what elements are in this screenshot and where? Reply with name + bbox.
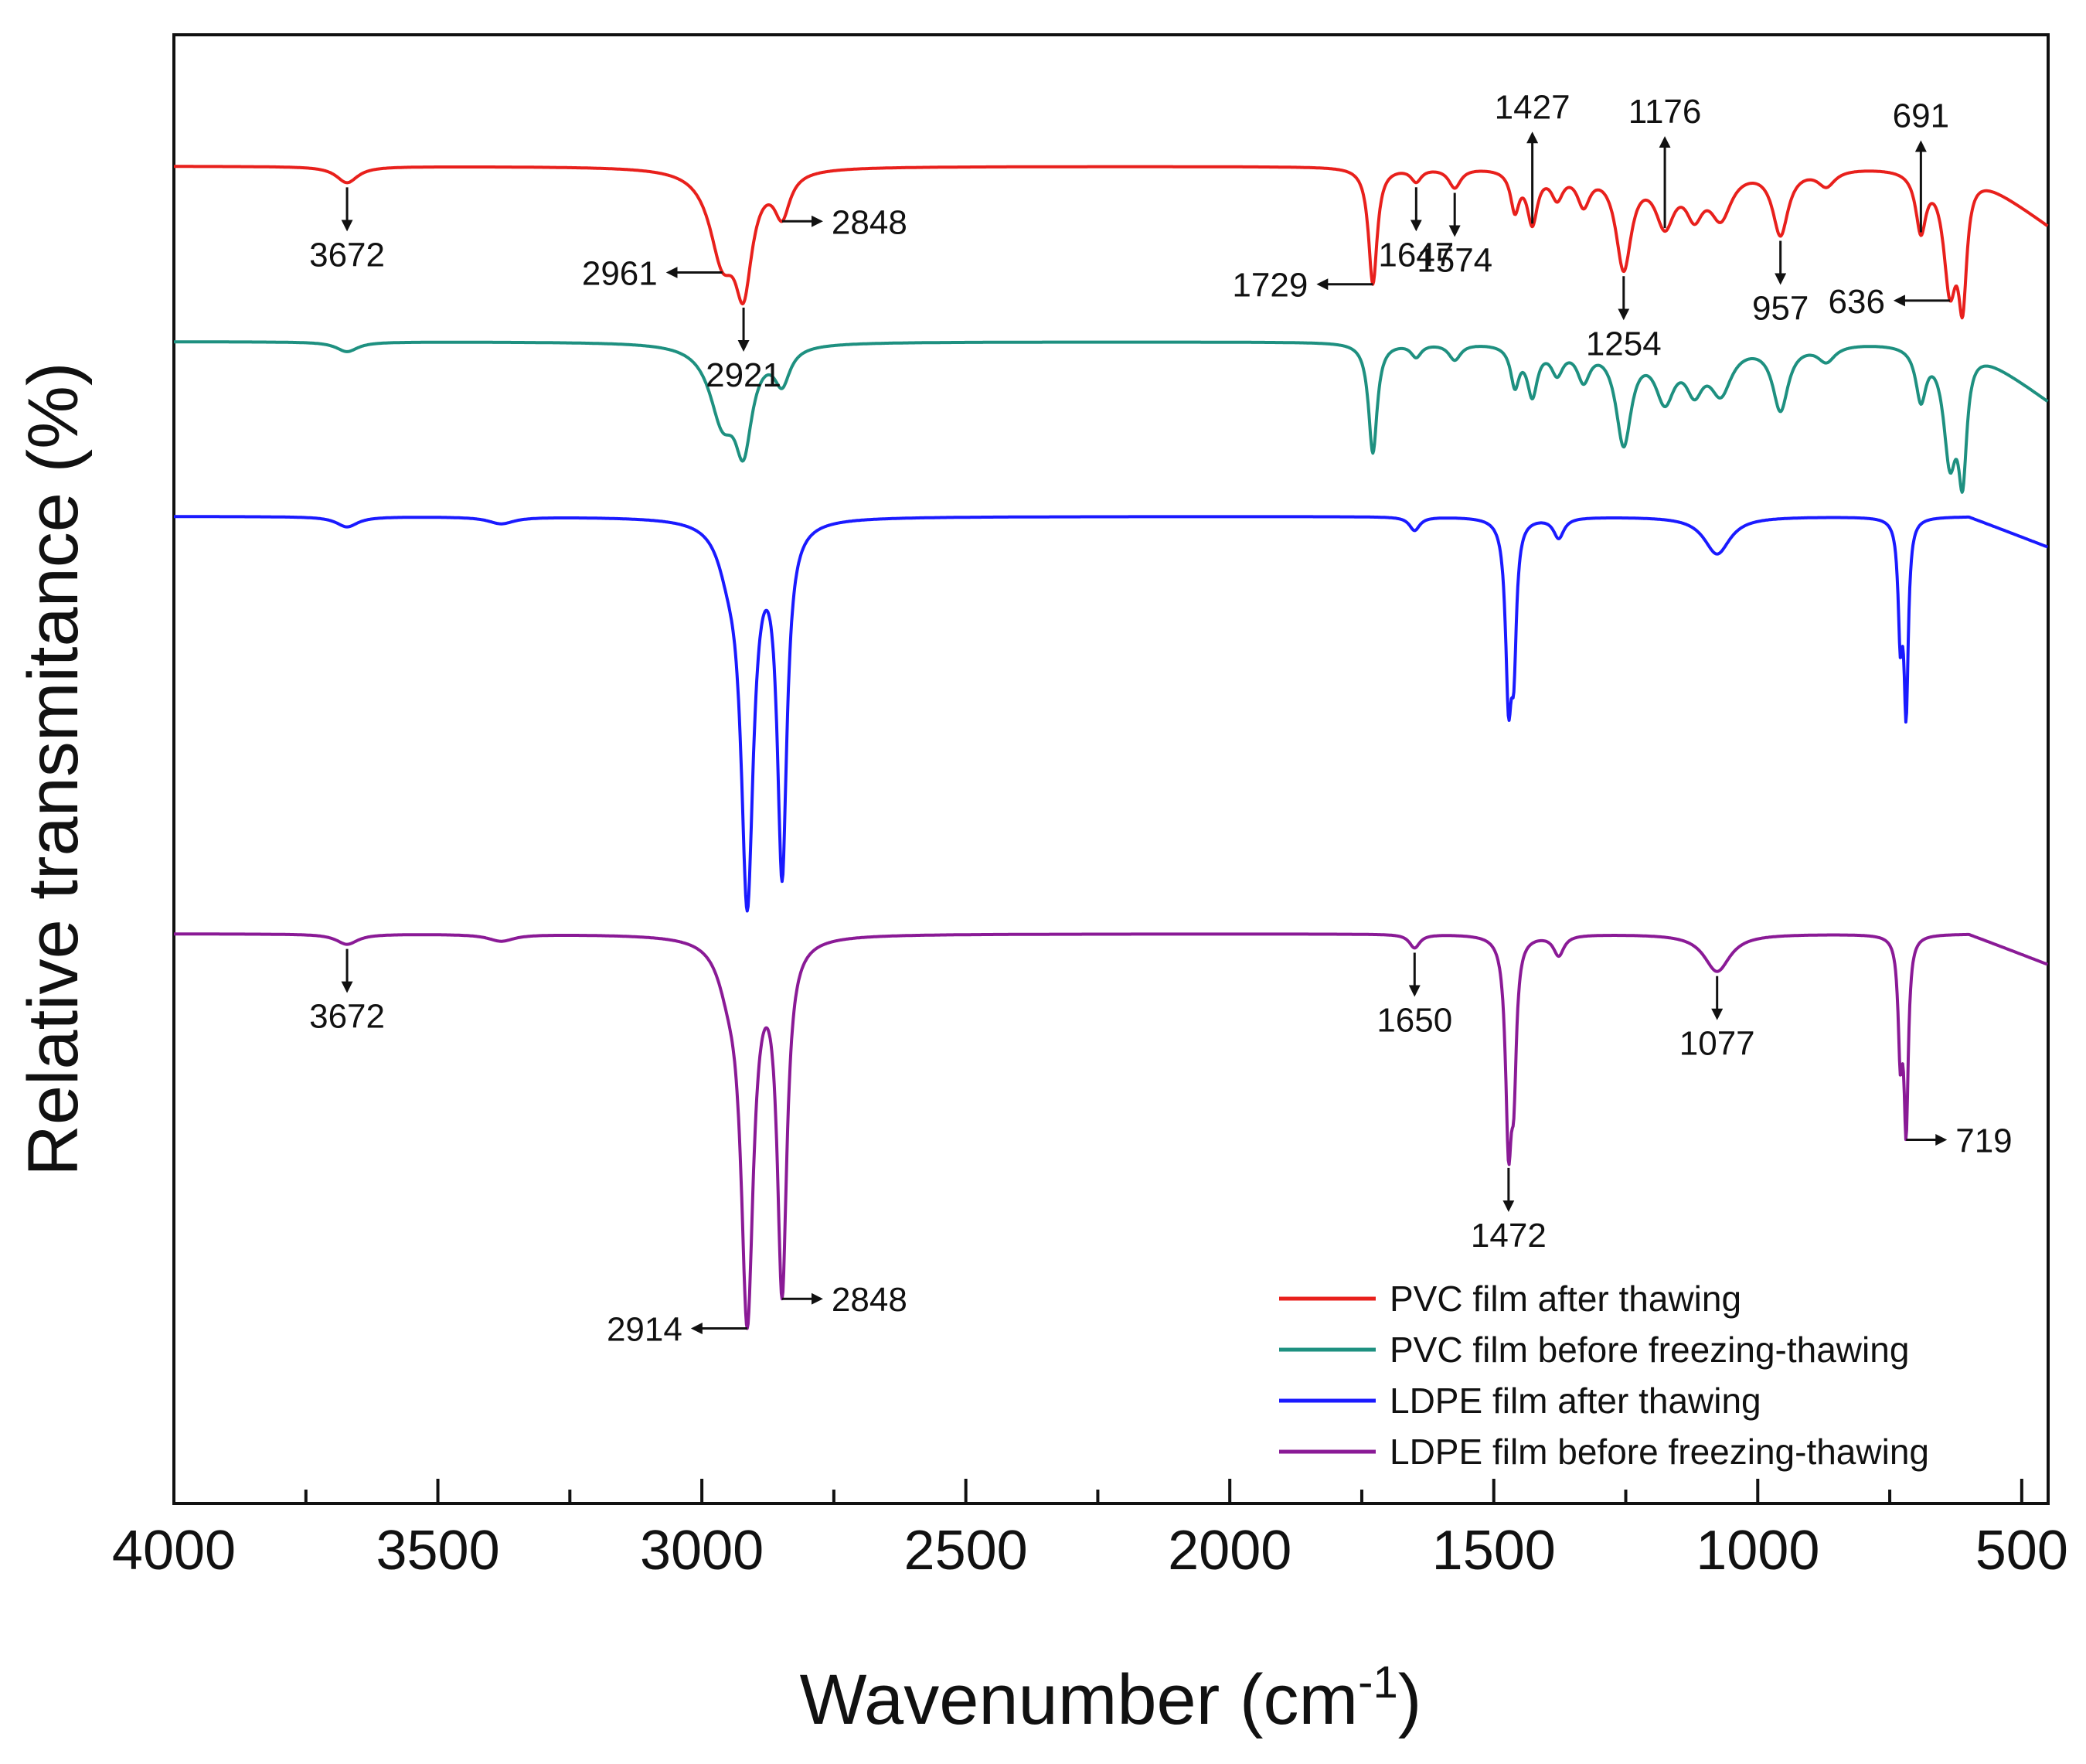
peak-annotation-2848: 2848 — [781, 203, 907, 241]
peak-annotation-1472: 1472 — [1471, 1167, 1547, 1255]
annotation-label: 2921 — [706, 356, 781, 394]
annotation-label: 691 — [1893, 97, 1949, 135]
x-tick-label: 3500 — [376, 1520, 499, 1582]
annotation-label: 1176 — [1628, 93, 1702, 131]
peak-annotation-1574: 1574 — [1417, 192, 1492, 280]
x-tick-label: 1000 — [1696, 1520, 1819, 1582]
annotation-label: 2848 — [832, 203, 907, 241]
series-layer — [173, 165, 2049, 1330]
annotation-label: 3672 — [309, 236, 385, 274]
annotation-label: 719 — [1955, 1122, 2012, 1160]
legend-label: LDPE film before freezing-thawing — [1390, 1432, 1929, 1472]
peak-annotation-1176: 1176 — [1628, 93, 1702, 229]
series-line-4 — [173, 932, 2049, 1330]
peak-annotation-719: 719 — [1906, 1122, 2013, 1160]
series-line-2 — [173, 340, 2049, 494]
x-axis-title-main: Wavenumber (cm — [800, 1660, 1359, 1739]
legend-item-1: PVC film after thawing — [1279, 1279, 1741, 1319]
annotation-label: 1077 — [1679, 1025, 1755, 1063]
annotation-label: 1427 — [1495, 88, 1570, 126]
annotation-label: 1650 — [1376, 1001, 1452, 1039]
x-axis: 4000 3500 3000 2500 2000 1500 1000 500 — [112, 1479, 2068, 1582]
peak-annotation-636: 636 — [1829, 283, 1950, 321]
peak-annotation-3672: 3672 — [309, 187, 385, 274]
peak-annotation-957: 957 — [1752, 240, 1809, 328]
annotation-label: 1472 — [1471, 1217, 1547, 1255]
x-tick-label: 2000 — [1168, 1520, 1291, 1582]
peak-annotation-1254: 1254 — [1586, 276, 1662, 363]
legend-item-3: LDPE film after thawing — [1279, 1381, 1761, 1421]
legend: PVC film after thawing PVC film before fr… — [1279, 1279, 1929, 1472]
legend-label: PVC film before freezing-thawing — [1390, 1330, 1909, 1370]
x-axis-title-close: ) — [1398, 1660, 1422, 1739]
annotation-label: 1254 — [1586, 325, 1662, 363]
series-line-3 — [173, 515, 2049, 913]
x-axis-title-superscript: -1 — [1358, 1657, 1398, 1708]
annotation-label: 2914 — [607, 1311, 682, 1349]
peak-annotation-3672: 3672 — [309, 948, 385, 1036]
annotation-label: 2848 — [832, 1281, 907, 1319]
peak-annotation-2848: 2848 — [781, 1281, 907, 1319]
peak-annotation-1650: 1650 — [1376, 952, 1452, 1039]
x-tick-label: 3000 — [640, 1520, 764, 1582]
y-axis-title: Relative transmitance (%) — [14, 362, 93, 1176]
peak-annotation-691: 691 — [1893, 97, 1949, 233]
x-axis-title: Wavenumber (cm-1) — [800, 1657, 1422, 1739]
x-tick-label: 1500 — [1432, 1520, 1556, 1582]
peak-annotation-1427: 1427 — [1495, 88, 1570, 224]
annotation-label: 3672 — [309, 998, 385, 1036]
plot-frame — [172, 33, 2050, 1505]
annotation-label: 1647 — [1378, 236, 1454, 274]
annotation-label: 636 — [1829, 283, 1885, 321]
peak-annotation-2961: 2961 — [582, 255, 723, 293]
x-tick-label: 2500 — [904, 1520, 1028, 1582]
series-line-1 — [173, 165, 2049, 320]
annotation-label: 2961 — [582, 255, 658, 293]
legend-label: LDPE film after thawing — [1390, 1381, 1761, 1421]
peak-annotation-1729: 1729 — [1232, 267, 1373, 305]
peak-annotation-1647: 1647 — [1378, 187, 1454, 274]
annotation-label: 1574 — [1417, 242, 1492, 280]
legend-item-2: PVC film before freezing-thawing — [1279, 1330, 1909, 1370]
annotation-label: 1729 — [1232, 267, 1308, 305]
peak-annotation-2914: 2914 — [607, 1311, 747, 1349]
legend-item-4: LDPE film before freezing-thawing — [1279, 1432, 1929, 1472]
x-tick-label: 500 — [1975, 1520, 2068, 1582]
peak-annotation-1077: 1077 — [1679, 976, 1755, 1063]
peak-annotation-2921: 2921 — [706, 307, 781, 394]
legend-label: PVC film after thawing — [1390, 1279, 1741, 1319]
x-tick-label: 4000 — [112, 1520, 236, 1582]
annotation-label: 957 — [1752, 290, 1809, 328]
